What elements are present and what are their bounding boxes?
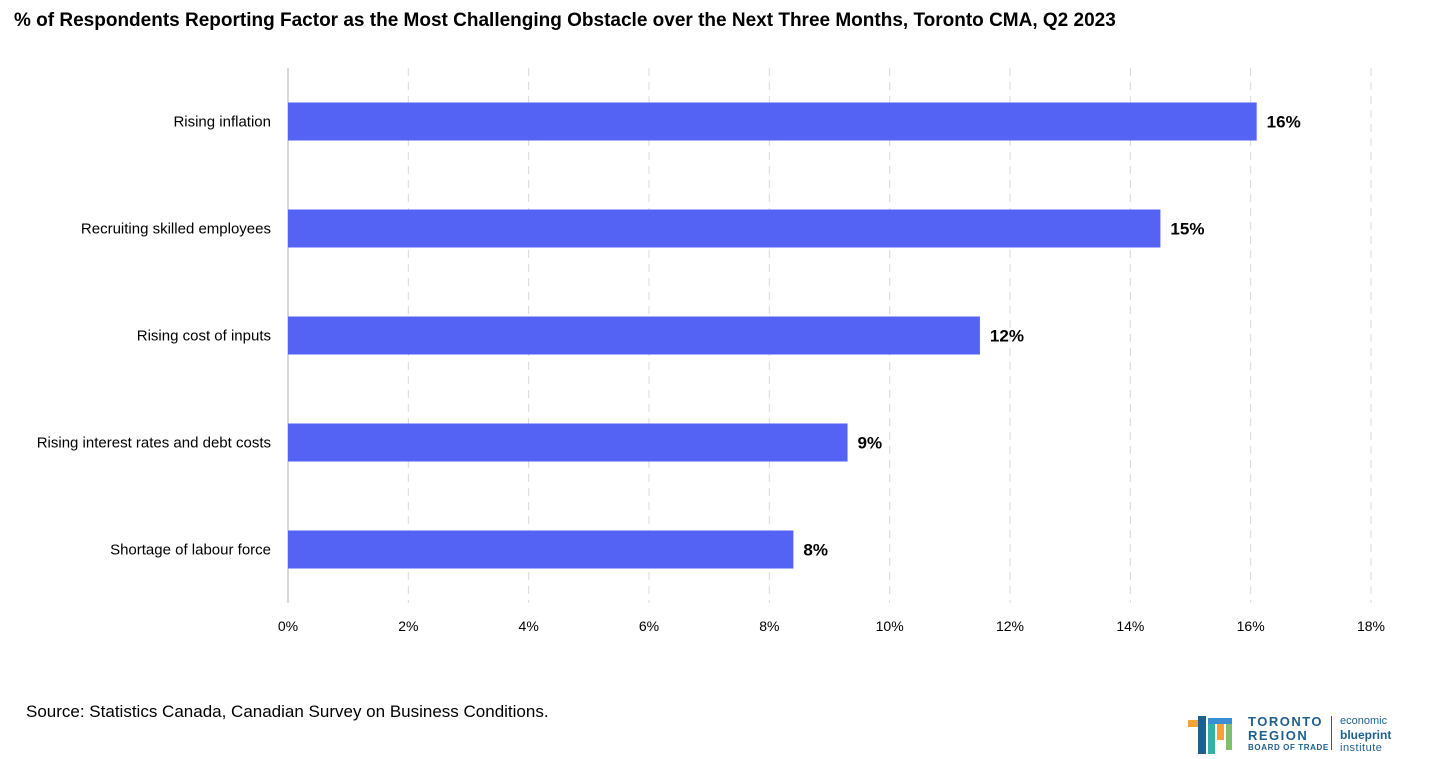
- data-label: 15%: [1170, 220, 1204, 239]
- bar-chart: 0% 2% 4% 6% 8% 10% 12% 14% 16% 18% Rising inflatio…: [37, 68, 1385, 634]
- bar: [288, 209, 1161, 248]
- x-tick-label: 12%: [996, 618, 1024, 634]
- x-tick-label: 18%: [1357, 618, 1385, 634]
- logo-board-of-trade: BOARD OF TRADE: [1248, 743, 1329, 752]
- category-label: Recruiting skilled employees: [81, 221, 271, 238]
- data-label: 8%: [803, 541, 828, 560]
- x-tick-label: 2%: [398, 618, 418, 634]
- x-tick-label: 14%: [1116, 618, 1144, 634]
- bar: [288, 316, 980, 355]
- category-label: Rising cost of inputs: [137, 328, 271, 345]
- x-tick-label: 0%: [278, 618, 298, 634]
- bar: [288, 102, 1257, 141]
- logo-economic: economic: [1340, 715, 1388, 727]
- x-tick-label: 10%: [876, 618, 904, 634]
- x-tick-label: 16%: [1237, 618, 1265, 634]
- logo-toronto: TORONTO: [1248, 714, 1324, 729]
- x-tick-label: 4%: [519, 618, 539, 634]
- source-note: Source: Statistics Canada, Canadian Surv…: [26, 702, 549, 721]
- logo-institute: institute: [1340, 742, 1383, 754]
- data-label: 12%: [990, 327, 1024, 346]
- trbot-logo-icon: [1188, 716, 1232, 754]
- bar: [288, 530, 794, 569]
- category-label: Rising inflation: [173, 114, 271, 131]
- logo-divider: [1331, 716, 1332, 750]
- logo-region: REGION: [1248, 728, 1309, 743]
- category-label: Rising interest rates and debt costs: [37, 435, 271, 452]
- category-label: Shortage of labour force: [110, 542, 271, 559]
- data-label: 16%: [1267, 113, 1301, 132]
- toronto-region-board-of-trade-logo: TORONTO REGION BOARD OF TRADE economic b…: [1184, 712, 1414, 758]
- x-tick-label: 8%: [759, 618, 779, 634]
- data-label: 9%: [858, 434, 883, 453]
- x-tick-label: 6%: [639, 618, 659, 634]
- bar: [288, 423, 848, 462]
- chart-title: % of Respondents Reporting Factor as the…: [14, 10, 1116, 31]
- logo-blueprint: blueprint: [1340, 728, 1392, 742]
